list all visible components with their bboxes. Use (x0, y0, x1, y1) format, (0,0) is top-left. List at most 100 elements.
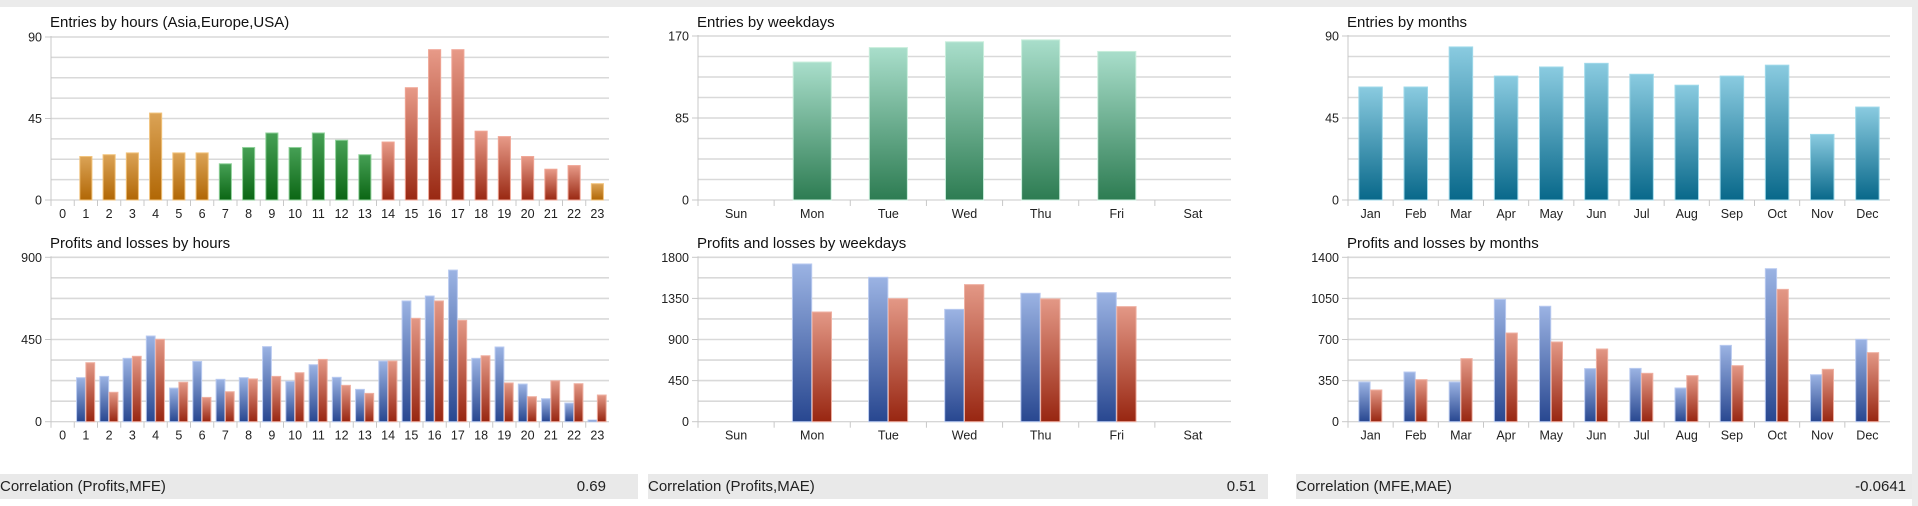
bar-losses-12[interactable] (341, 384, 351, 423)
bar-losses-May[interactable] (1550, 341, 1563, 423)
bar-7[interactable] (218, 163, 232, 201)
bar-losses-Tue[interactable] (887, 298, 909, 423)
bar-19[interactable] (497, 136, 511, 201)
bar-5[interactable] (172, 152, 186, 201)
bar-11[interactable] (311, 132, 325, 201)
bar-losses-Jun[interactable] (1595, 348, 1609, 423)
bar-losses-15[interactable] (410, 317, 421, 423)
bar-profits-4[interactable] (145, 335, 156, 423)
bar-losses-18[interactable] (480, 355, 491, 423)
bar-losses-Mon[interactable] (811, 311, 833, 423)
bar-profits-5[interactable] (169, 387, 179, 423)
bar-losses-8[interactable] (248, 378, 258, 423)
bar-losses-17[interactable] (457, 319, 468, 423)
bar-Jan[interactable] (1358, 86, 1383, 201)
bar-Mon[interactable] (792, 61, 832, 201)
bar-losses-4[interactable] (155, 338, 165, 423)
bar-23[interactable] (590, 183, 604, 201)
bar-losses-Fri[interactable] (1116, 306, 1137, 423)
bar-losses-Wed[interactable] (964, 284, 985, 423)
bar-18[interactable] (474, 130, 488, 201)
bar-profits-10[interactable] (285, 380, 296, 423)
bar-Tue[interactable] (868, 47, 908, 201)
bar-profits-21[interactable] (541, 398, 551, 423)
bar-profits-Feb[interactable] (1403, 371, 1416, 423)
bar-losses-Oct[interactable] (1776, 288, 1789, 423)
bar-profits-6[interactable] (192, 360, 203, 423)
bar-losses-21[interactable] (550, 380, 561, 423)
bar-profits-Dec[interactable] (1855, 338, 1868, 423)
bar-profits-7[interactable] (215, 378, 226, 423)
bar-Thu[interactable] (1021, 39, 1061, 201)
bar-losses-22[interactable] (573, 383, 584, 423)
bar-profits-14[interactable] (378, 360, 389, 423)
bar-22[interactable] (567, 165, 581, 201)
bar-losses-Apr[interactable] (1505, 332, 1518, 423)
bar-losses-10[interactable] (294, 372, 305, 423)
bar-losses-Sep[interactable] (1731, 365, 1744, 423)
bar-profits-22[interactable] (564, 402, 575, 423)
bar-losses-Feb[interactable] (1415, 379, 1428, 423)
bar-Fri[interactable] (1097, 50, 1137, 201)
bar-Nov[interactable] (1810, 133, 1835, 201)
bar-profits-Mon[interactable] (791, 263, 813, 423)
bar-profits-15[interactable] (401, 300, 412, 423)
bar-losses-19[interactable] (503, 382, 514, 423)
bar-losses-9[interactable] (271, 375, 282, 423)
bar-profits-16[interactable] (424, 295, 435, 423)
bar-profits-18[interactable] (471, 357, 482, 423)
bar-losses-Thu[interactable] (1040, 298, 1061, 423)
bar-profits-Thu[interactable] (1020, 292, 1041, 423)
bar-profits-Wed[interactable] (944, 308, 965, 423)
bar-losses-3[interactable] (131, 355, 142, 423)
bar-profits-8[interactable] (238, 377, 249, 423)
bar-15[interactable] (404, 87, 418, 201)
bar-losses-Jul[interactable] (1641, 372, 1654, 423)
bar-13[interactable] (358, 154, 372, 201)
bar-profits-Apr[interactable] (1493, 298, 1507, 423)
bar-losses-1[interactable] (85, 362, 96, 423)
bar-profits-20[interactable] (517, 383, 528, 423)
bar-profits-Jun[interactable] (1584, 368, 1597, 423)
bar-profits-Jan[interactable] (1358, 381, 1371, 423)
bar-3[interactable] (125, 152, 139, 201)
bar-14[interactable] (381, 141, 395, 201)
bar-20[interactable] (521, 156, 535, 201)
bar-losses-23[interactable] (596, 394, 607, 423)
right-scrollbar-track[interactable] (1912, 0, 1918, 506)
bar-profits-19[interactable] (494, 346, 505, 423)
bar-profits-9[interactable] (262, 346, 272, 423)
bar-Sep[interactable] (1719, 75, 1745, 201)
bar-losses-5[interactable] (178, 381, 189, 423)
bar-losses-6[interactable] (201, 396, 212, 423)
bar-losses-2[interactable] (108, 391, 119, 423)
bar-12[interactable] (335, 139, 349, 201)
bar-losses-16[interactable] (434, 300, 444, 423)
bar-losses-20[interactable] (527, 396, 537, 423)
bar-profits-Mar[interactable] (1448, 381, 1461, 423)
bar-10[interactable] (288, 146, 302, 201)
bar-profits-May[interactable] (1539, 305, 1552, 423)
bar-4[interactable] (149, 112, 163, 201)
bar-Mar[interactable] (1448, 46, 1474, 201)
bar-profits-1[interactable] (76, 377, 86, 423)
bar-Jul[interactable] (1629, 73, 1654, 201)
bar-Apr[interactable] (1493, 75, 1519, 201)
bar-profits-Oct[interactable] (1764, 268, 1778, 423)
bar-9[interactable] (265, 132, 279, 201)
bar-profits-Aug[interactable] (1674, 387, 1687, 423)
bar-losses-11[interactable] (317, 358, 328, 423)
bar-profits-12[interactable] (331, 376, 342, 423)
bar-losses-13[interactable] (364, 392, 375, 423)
bar-profits-Nov[interactable] (1810, 374, 1823, 423)
bar-losses-Jan[interactable] (1370, 389, 1383, 423)
bar-losses-Aug[interactable] (1686, 375, 1699, 423)
bar-losses-7[interactable] (224, 391, 235, 423)
bar-2[interactable] (102, 154, 116, 201)
bar-profits-3[interactable] (122, 357, 133, 423)
bar-17[interactable] (451, 49, 465, 201)
bar-losses-14[interactable] (387, 360, 398, 423)
bar-Oct[interactable] (1764, 64, 1790, 201)
bar-profits-Sep[interactable] (1719, 344, 1732, 423)
bar-Wed[interactable] (944, 41, 985, 201)
